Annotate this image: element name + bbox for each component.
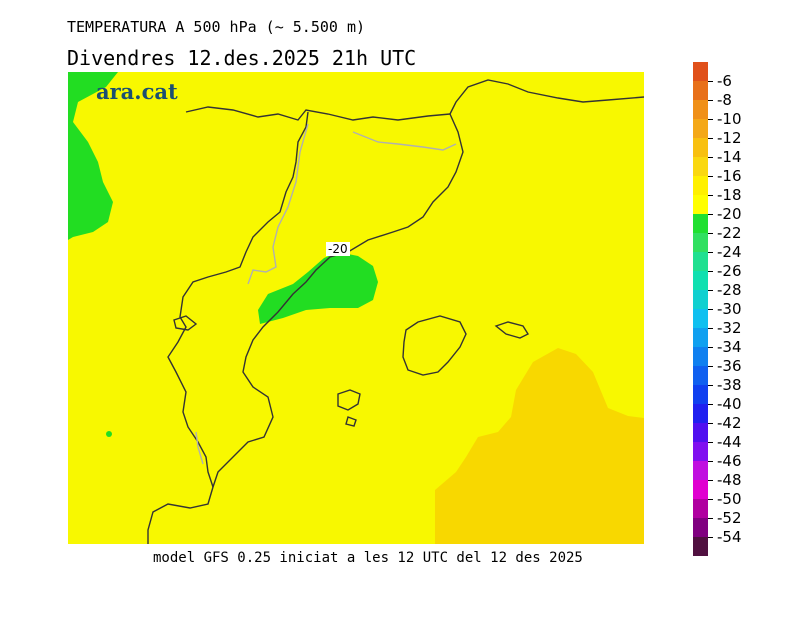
colorbar-segment: [693, 138, 708, 158]
colorbar-segment: [693, 233, 708, 253]
colorbar-segment: [693, 442, 708, 462]
colorbar-segment: [693, 518, 708, 538]
colorbar-tick-label: -40: [708, 396, 742, 412]
colorbar-segment: [693, 347, 708, 367]
colorbar-tick-label: -36: [708, 358, 742, 374]
field-minus20-minus22-ebro: [258, 252, 378, 324]
colorbar-segment: [693, 62, 708, 82]
colorbar-segment: [693, 385, 708, 405]
colorbar-tick-label: -44: [708, 434, 742, 450]
colorbar-tick-label: -54: [708, 529, 742, 545]
model-run-footer: model GFS 0.25 iniciat a les 12 UTC del …: [153, 550, 583, 566]
colorbar-segment: [693, 195, 708, 215]
map-svg: [68, 72, 645, 544]
field-minus20-minus22-nw: [68, 72, 118, 240]
coastlines: [147, 79, 645, 544]
map-subtitle-datetime: Divendres 12.des.2025 21h UTC: [67, 46, 417, 70]
colorbar-tick-label: -42: [708, 415, 742, 431]
colorbar-tick-label: -22: [708, 225, 742, 241]
colorbar-segment: [693, 81, 708, 101]
field-minus20-minus22-dot: [106, 431, 112, 437]
colorbar-segment: [693, 309, 708, 329]
colorbar-segment: [693, 480, 708, 500]
colorbar-segment: [693, 119, 708, 139]
temperature-map: [68, 72, 645, 544]
colorbar-segment: [693, 214, 708, 234]
colorbar-segment: [693, 176, 708, 196]
colorbar-tick-label: -6: [708, 73, 732, 89]
colorbar-segment: [693, 537, 708, 557]
colorbar-tick-label: -38: [708, 377, 742, 393]
colorbar-tick-label: -8: [708, 92, 732, 108]
colorbar-tick-label: -28: [708, 282, 742, 298]
colorbar-segment: [693, 157, 708, 177]
colorbar-tick-label: -46: [708, 453, 742, 469]
colorbar-tick-label: -30: [708, 301, 742, 317]
colorbar-segment: [693, 461, 708, 481]
colorbar-tick-label: -48: [708, 472, 742, 488]
region-borders: [195, 123, 457, 465]
colorbar: [693, 62, 708, 557]
colorbar-tick-label: -26: [708, 263, 742, 279]
field-minus16-minus18: [435, 348, 644, 544]
colorbar-segment: [693, 499, 708, 519]
colorbar-tick-label: -18: [708, 187, 742, 203]
colorbar-tick-label: -10: [708, 111, 742, 127]
colorbar-tick-label: -34: [708, 339, 742, 355]
colorbar-segment: [693, 328, 708, 348]
colorbar-tick-label: -50: [708, 491, 742, 507]
colorbar-tick-label: -12: [708, 130, 742, 146]
contour-label-minus20: -20: [326, 242, 350, 256]
colorbar-tick-label: -16: [708, 168, 742, 184]
colorbar-tick-label: -52: [708, 510, 742, 526]
map-title: TEMPERATURA A 500 hPa (~ 5.500 m): [67, 18, 366, 36]
ara-cat-logo: ara.cat: [96, 79, 178, 104]
colorbar-segment: [693, 100, 708, 120]
colorbar-segment: [693, 366, 708, 386]
colorbar-tick-label: -14: [708, 149, 742, 165]
colorbar-tick-label: -20: [708, 206, 742, 222]
colorbar-segment: [693, 290, 708, 310]
colorbar-svg: [693, 62, 708, 557]
colorbar-tick-label: -24: [708, 244, 742, 260]
colorbar-segment: [693, 252, 708, 272]
colorbar-segment: [693, 404, 708, 424]
colorbar-tick-label: -32: [708, 320, 742, 336]
colorbar-segment: [693, 271, 708, 291]
colorbar-segment: [693, 423, 708, 443]
